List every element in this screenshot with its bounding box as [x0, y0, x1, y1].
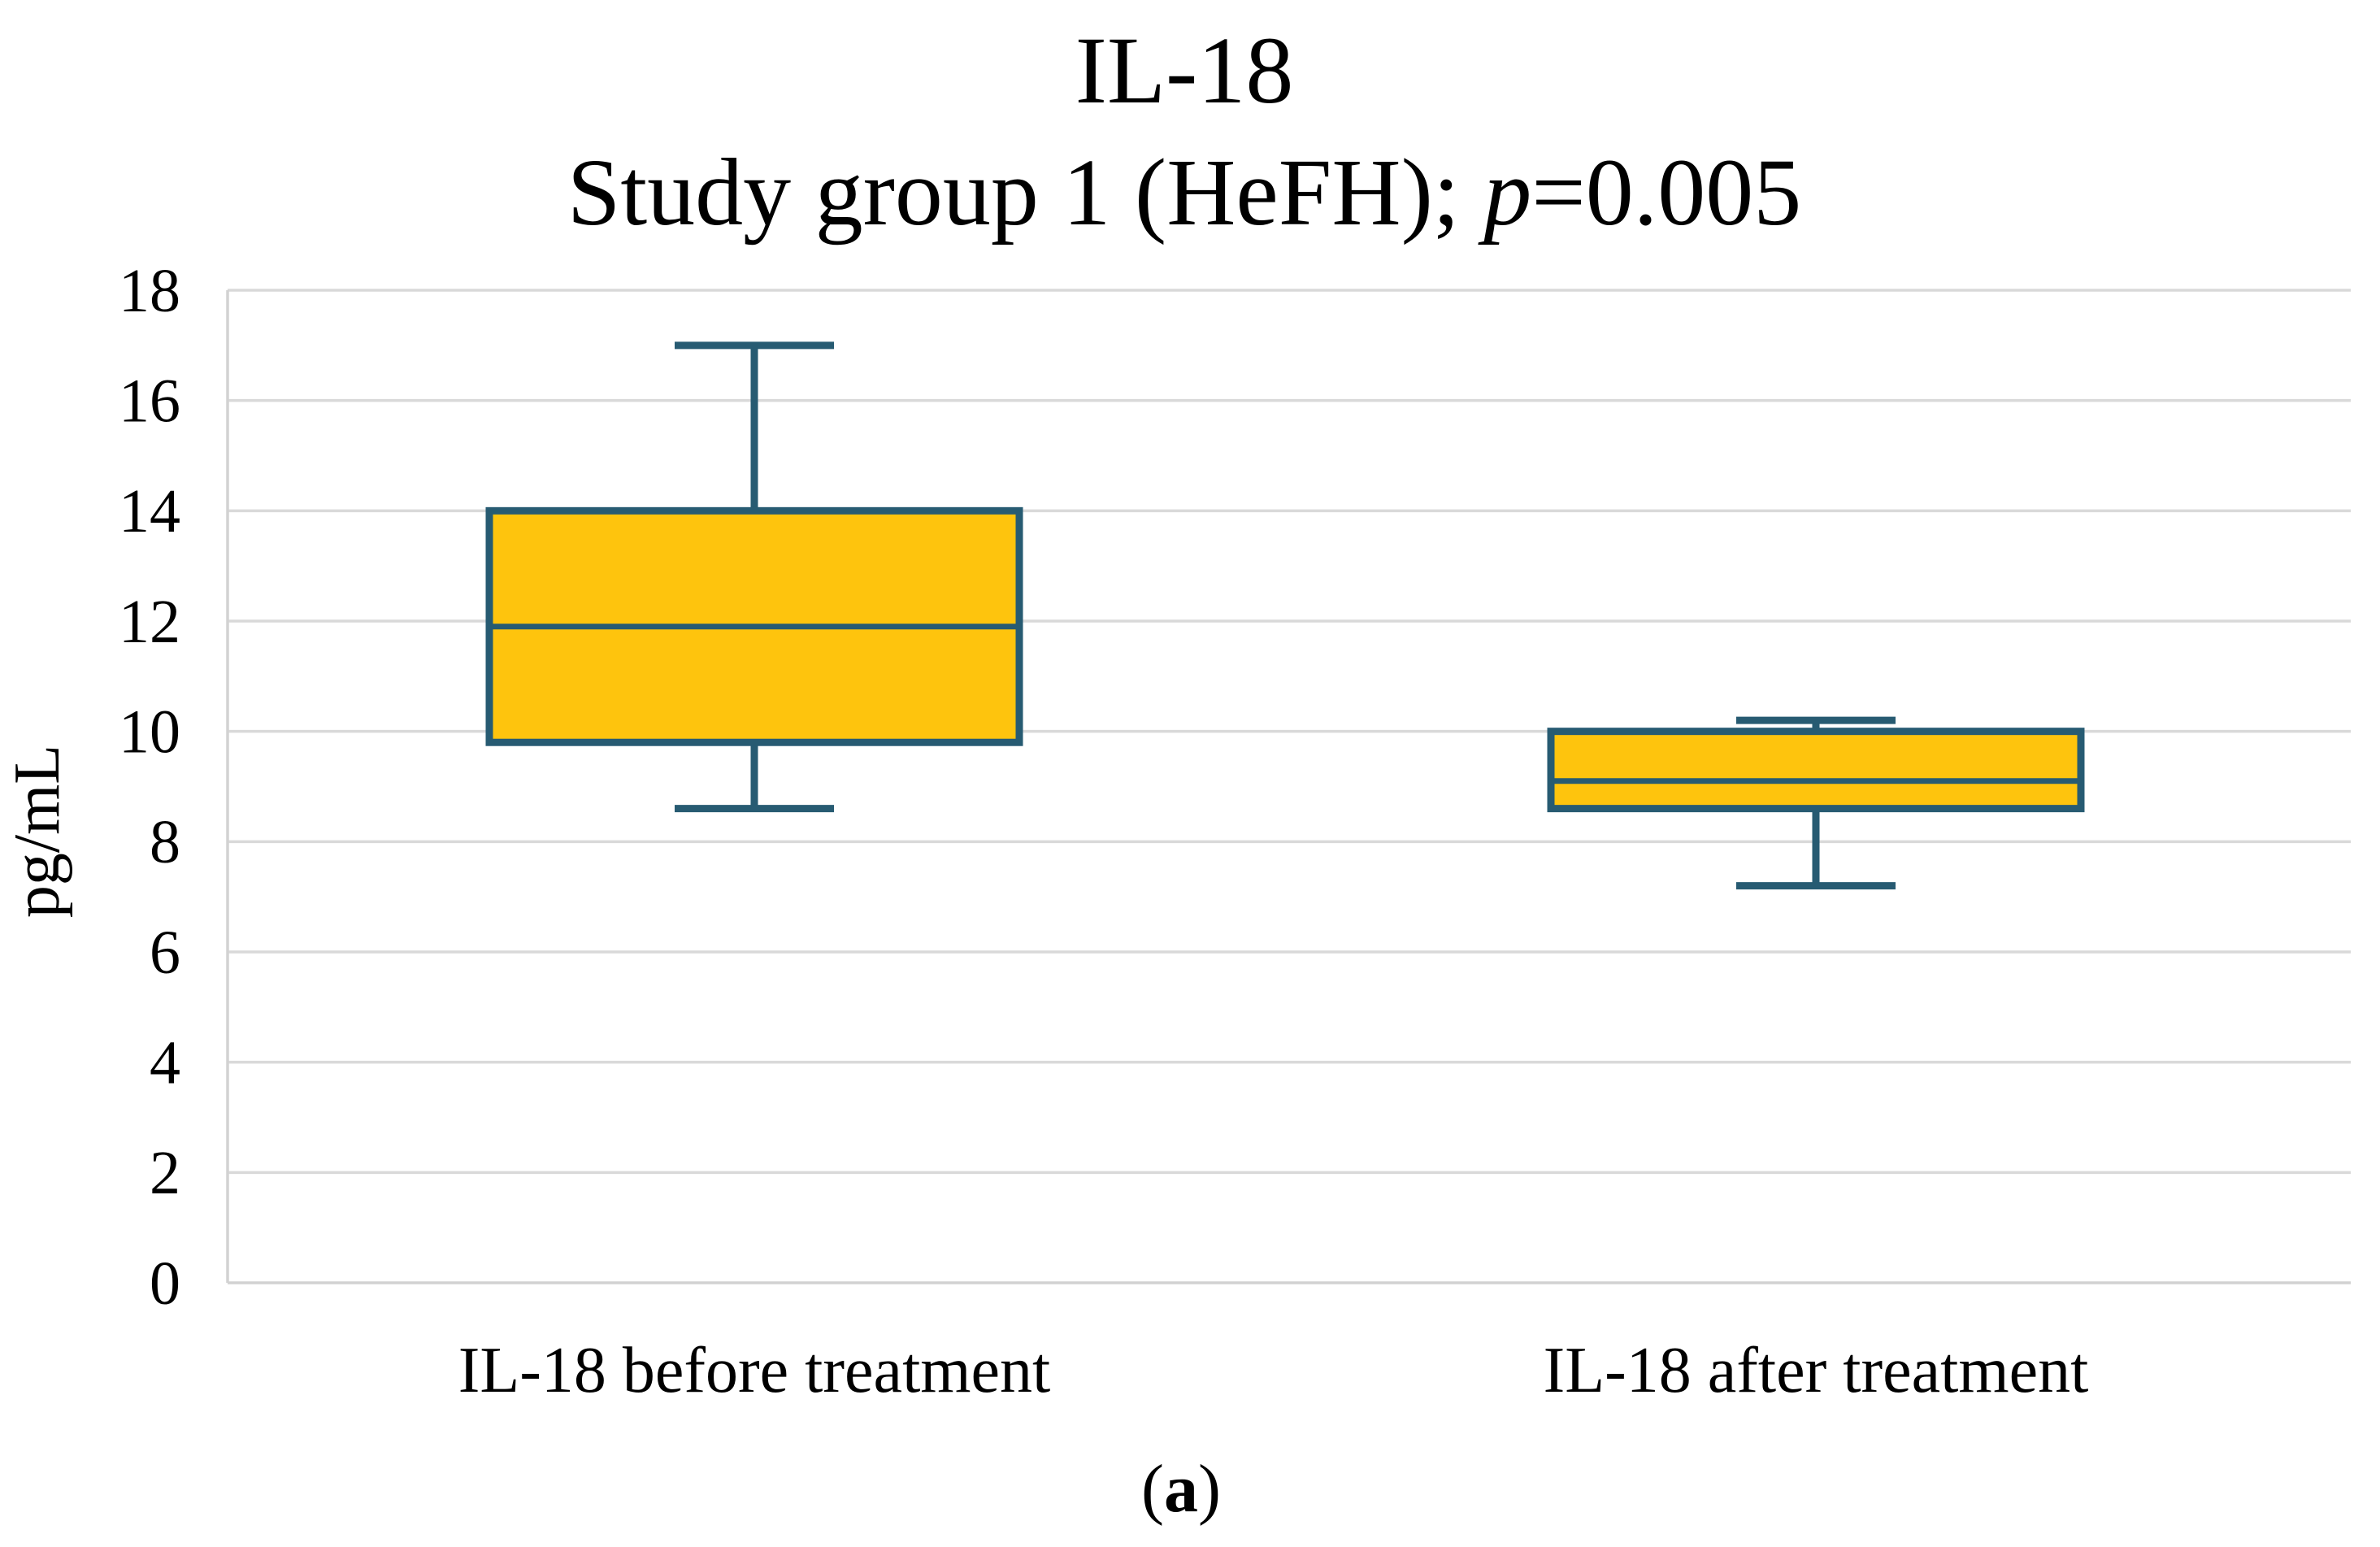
- caption-open-paren: (: [1141, 1451, 1164, 1527]
- y-axis-title: pg/mL: [2, 745, 73, 918]
- x-category-label-0: IL-18 before treatment: [458, 1335, 1051, 1406]
- subtitle-suffix: =0.005: [1531, 139, 1802, 246]
- chart-title: IL-18: [1075, 17, 1294, 124]
- caption-letter: a: [1164, 1451, 1198, 1527]
- box-rect-1: [1547, 728, 2085, 813]
- y-tick-label-16: 16: [119, 367, 180, 436]
- y-tick-label-12: 12: [119, 588, 180, 656]
- y-tick-label-8: 8: [150, 808, 180, 876]
- y-tick-label-14: 14: [119, 477, 180, 545]
- chart-title-block: IL-18 Study group 1 (HeFH); p=0.005: [567, 10, 1802, 254]
- y-tick-label-0: 0: [150, 1249, 180, 1318]
- figure-caption: (a): [1141, 1449, 1221, 1530]
- subtitle-prefix: Study group 1 (HeFH);: [567, 139, 1484, 246]
- y-tick-label-6: 6: [150, 919, 180, 987]
- y-tick-label-10: 10: [119, 698, 180, 767]
- subtitle-p-italic: p: [1483, 139, 1532, 246]
- y-tick-label-18: 18: [119, 257, 180, 325]
- y-tick-label-2: 2: [150, 1139, 180, 1207]
- caption-close-paren: ): [1198, 1451, 1221, 1527]
- y-tick-label-4: 4: [150, 1029, 180, 1097]
- x-category-label-1: IL-18 after treatment: [1544, 1335, 2089, 1406]
- chart-subtitle: Study group 1 (HeFH); p=0.005: [567, 132, 1802, 254]
